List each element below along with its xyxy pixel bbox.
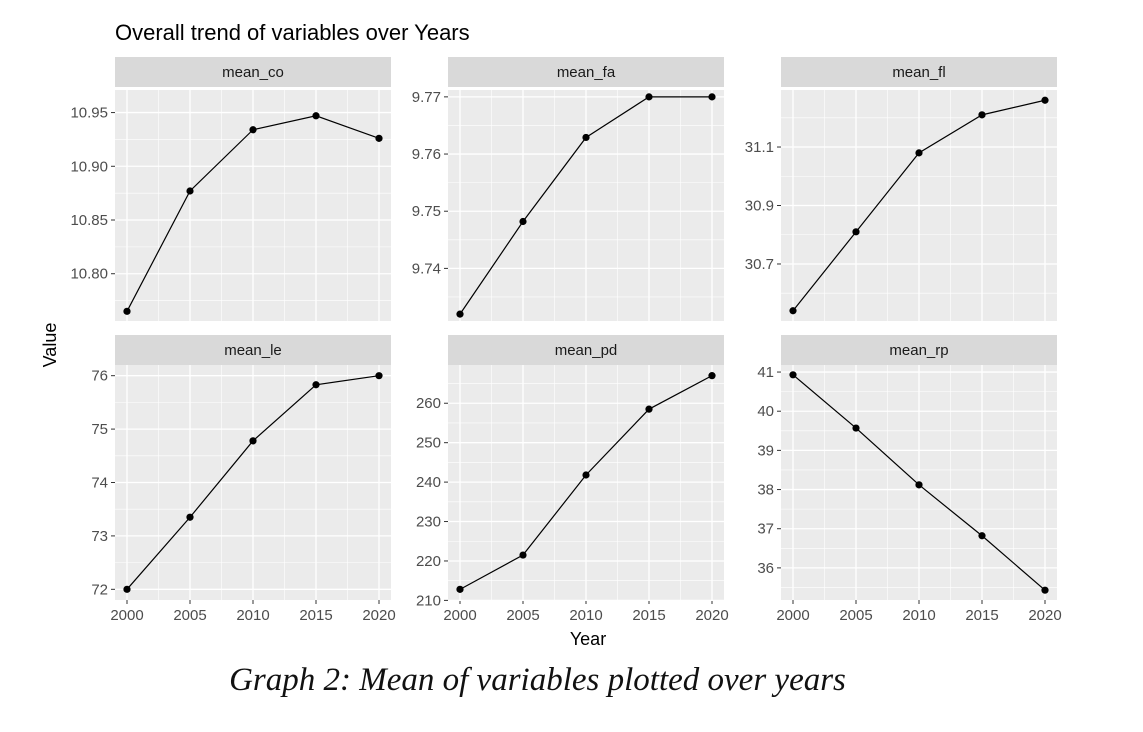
- y-tick-label: 250: [416, 435, 441, 452]
- chart-title: Overall trend of variables over Years: [115, 20, 470, 45]
- data-point: [978, 532, 986, 540]
- facet-mean_le: mean_le 2000 2005 2010 2015 2020 72 73 74 75 76: [91, 335, 396, 624]
- data-point: [312, 112, 320, 120]
- x-tick-label: 2020: [1028, 607, 1061, 624]
- data-point: [582, 471, 590, 479]
- facet-mean_rp: mean_rp 2000 2005 2010 2015 2020 36 37 38 39 40 41: [757, 335, 1062, 624]
- facet-strip: [781, 57, 1057, 87]
- y-tick-label: 76: [91, 368, 108, 385]
- data-point: [582, 133, 590, 142]
- facet-strip-label: mean_rp: [889, 342, 948, 359]
- facet-line-chart: Overall trend of variables over Years Va…: [40, 20, 1062, 649]
- data-point: [1041, 96, 1049, 104]
- y-tick-label: 10.85: [70, 212, 108, 229]
- data-point: [123, 585, 131, 593]
- y-axis-label: Value: [40, 323, 60, 368]
- data-point: [915, 481, 923, 489]
- y-tick-label: 260: [416, 395, 441, 412]
- x-tick-label: 2010: [902, 607, 935, 624]
- x-tick-label: 2005: [839, 607, 872, 624]
- data-point: [312, 381, 320, 389]
- y-tick-label: 240: [416, 474, 441, 491]
- y-tick-label: 39: [757, 442, 774, 459]
- data-point: [519, 551, 527, 559]
- facet-mean_fa: mean_fa 9.74 9.75 9.76 9.77: [412, 57, 724, 321]
- x-tick-label: 2015: [632, 607, 665, 624]
- facet-strip: [448, 335, 724, 365]
- y-tick-label: 9.77: [412, 89, 441, 106]
- y-tick-label: 72: [91, 581, 108, 598]
- y-tick-label: 38: [757, 482, 774, 499]
- y-tick-label: 37: [757, 521, 774, 538]
- data-point: [375, 134, 383, 142]
- data-point: [852, 228, 860, 236]
- data-point: [1041, 586, 1049, 594]
- x-tick-label: 2010: [236, 607, 269, 624]
- facet-strip-label: mean_co: [222, 64, 284, 81]
- data-point: [852, 424, 860, 432]
- y-tick-label: 73: [91, 528, 108, 545]
- x-tick-label: 2000: [110, 607, 143, 624]
- facet-strip: [781, 335, 1057, 365]
- x-tick-label: 2015: [299, 607, 332, 624]
- y-tick-label: 30.9: [745, 198, 774, 215]
- facet-strip-label: mean_fa: [557, 64, 616, 81]
- y-tick-label: 220: [416, 553, 441, 570]
- y-tick-label: 40: [757, 403, 774, 420]
- facet-strip-label: mean_pd: [555, 342, 618, 359]
- facet-strip: [448, 57, 724, 87]
- facet-panels: mean_co 10.80 10.85 10.90 10.95 mean_fa 9.74 9.…: [70, 57, 1062, 624]
- y-tick-label: 36: [757, 560, 774, 577]
- data-point: [978, 111, 986, 119]
- y-tick-label: 74: [91, 475, 108, 492]
- data-point: [456, 310, 464, 318]
- data-point: [186, 513, 194, 521]
- y-tick-label: 9.74: [412, 260, 441, 277]
- data-point: [645, 93, 653, 101]
- data-point: [708, 372, 716, 380]
- data-point: [789, 307, 797, 315]
- x-tick-label: 2005: [506, 607, 539, 624]
- data-point: [456, 585, 464, 593]
- y-tick-label: 210: [416, 592, 441, 609]
- data-point: [708, 93, 716, 101]
- facet-strip: [115, 57, 391, 87]
- data-point: [249, 437, 257, 445]
- x-tick-label: 2000: [443, 607, 476, 624]
- y-tick-label: 10.95: [70, 105, 108, 122]
- facet-strip-label: mean_le: [224, 342, 282, 359]
- y-tick-label: 9.76: [412, 146, 441, 163]
- facet-strip: [115, 335, 391, 365]
- y-tick-label: 30.7: [745, 256, 774, 273]
- data-point: [249, 126, 257, 134]
- data-point: [789, 371, 797, 379]
- data-point: [375, 372, 383, 380]
- x-tick-label: 2020: [362, 607, 395, 624]
- facet-mean_fl: mean_fl 30.7 30.9 31.1: [745, 57, 1057, 321]
- data-point: [123, 307, 131, 315]
- y-tick-label: 10.90: [70, 158, 108, 175]
- x-tick-label: 2005: [173, 607, 206, 624]
- data-point: [915, 149, 923, 157]
- y-tick-label: 230: [416, 514, 441, 531]
- data-point: [186, 187, 194, 195]
- y-tick-label: 10.80: [70, 266, 108, 283]
- x-axis-label: Year: [570, 629, 606, 649]
- y-tick-label: 75: [91, 421, 108, 438]
- data-point: [519, 217, 527, 226]
- figure-caption: Graph 2: Mean of variables plotted over …: [229, 662, 846, 698]
- facet-mean_co: mean_co 10.80 10.85 10.90 10.95: [70, 57, 391, 321]
- x-tick-label: 2015: [965, 607, 998, 624]
- y-tick-label: 9.75: [412, 203, 441, 220]
- facet-mean_pd: mean_pd 2000 2005 2010 2015 2020 210 220 230 240 2…: [416, 335, 729, 624]
- facet-strip-label: mean_fl: [892, 64, 945, 81]
- x-tick-label: 2010: [569, 607, 602, 624]
- y-tick-label: 31.1: [745, 139, 774, 156]
- y-tick-label: 41: [757, 364, 774, 381]
- x-tick-label: 2020: [695, 607, 728, 624]
- data-point: [645, 405, 653, 413]
- x-tick-label: 2000: [776, 607, 809, 624]
